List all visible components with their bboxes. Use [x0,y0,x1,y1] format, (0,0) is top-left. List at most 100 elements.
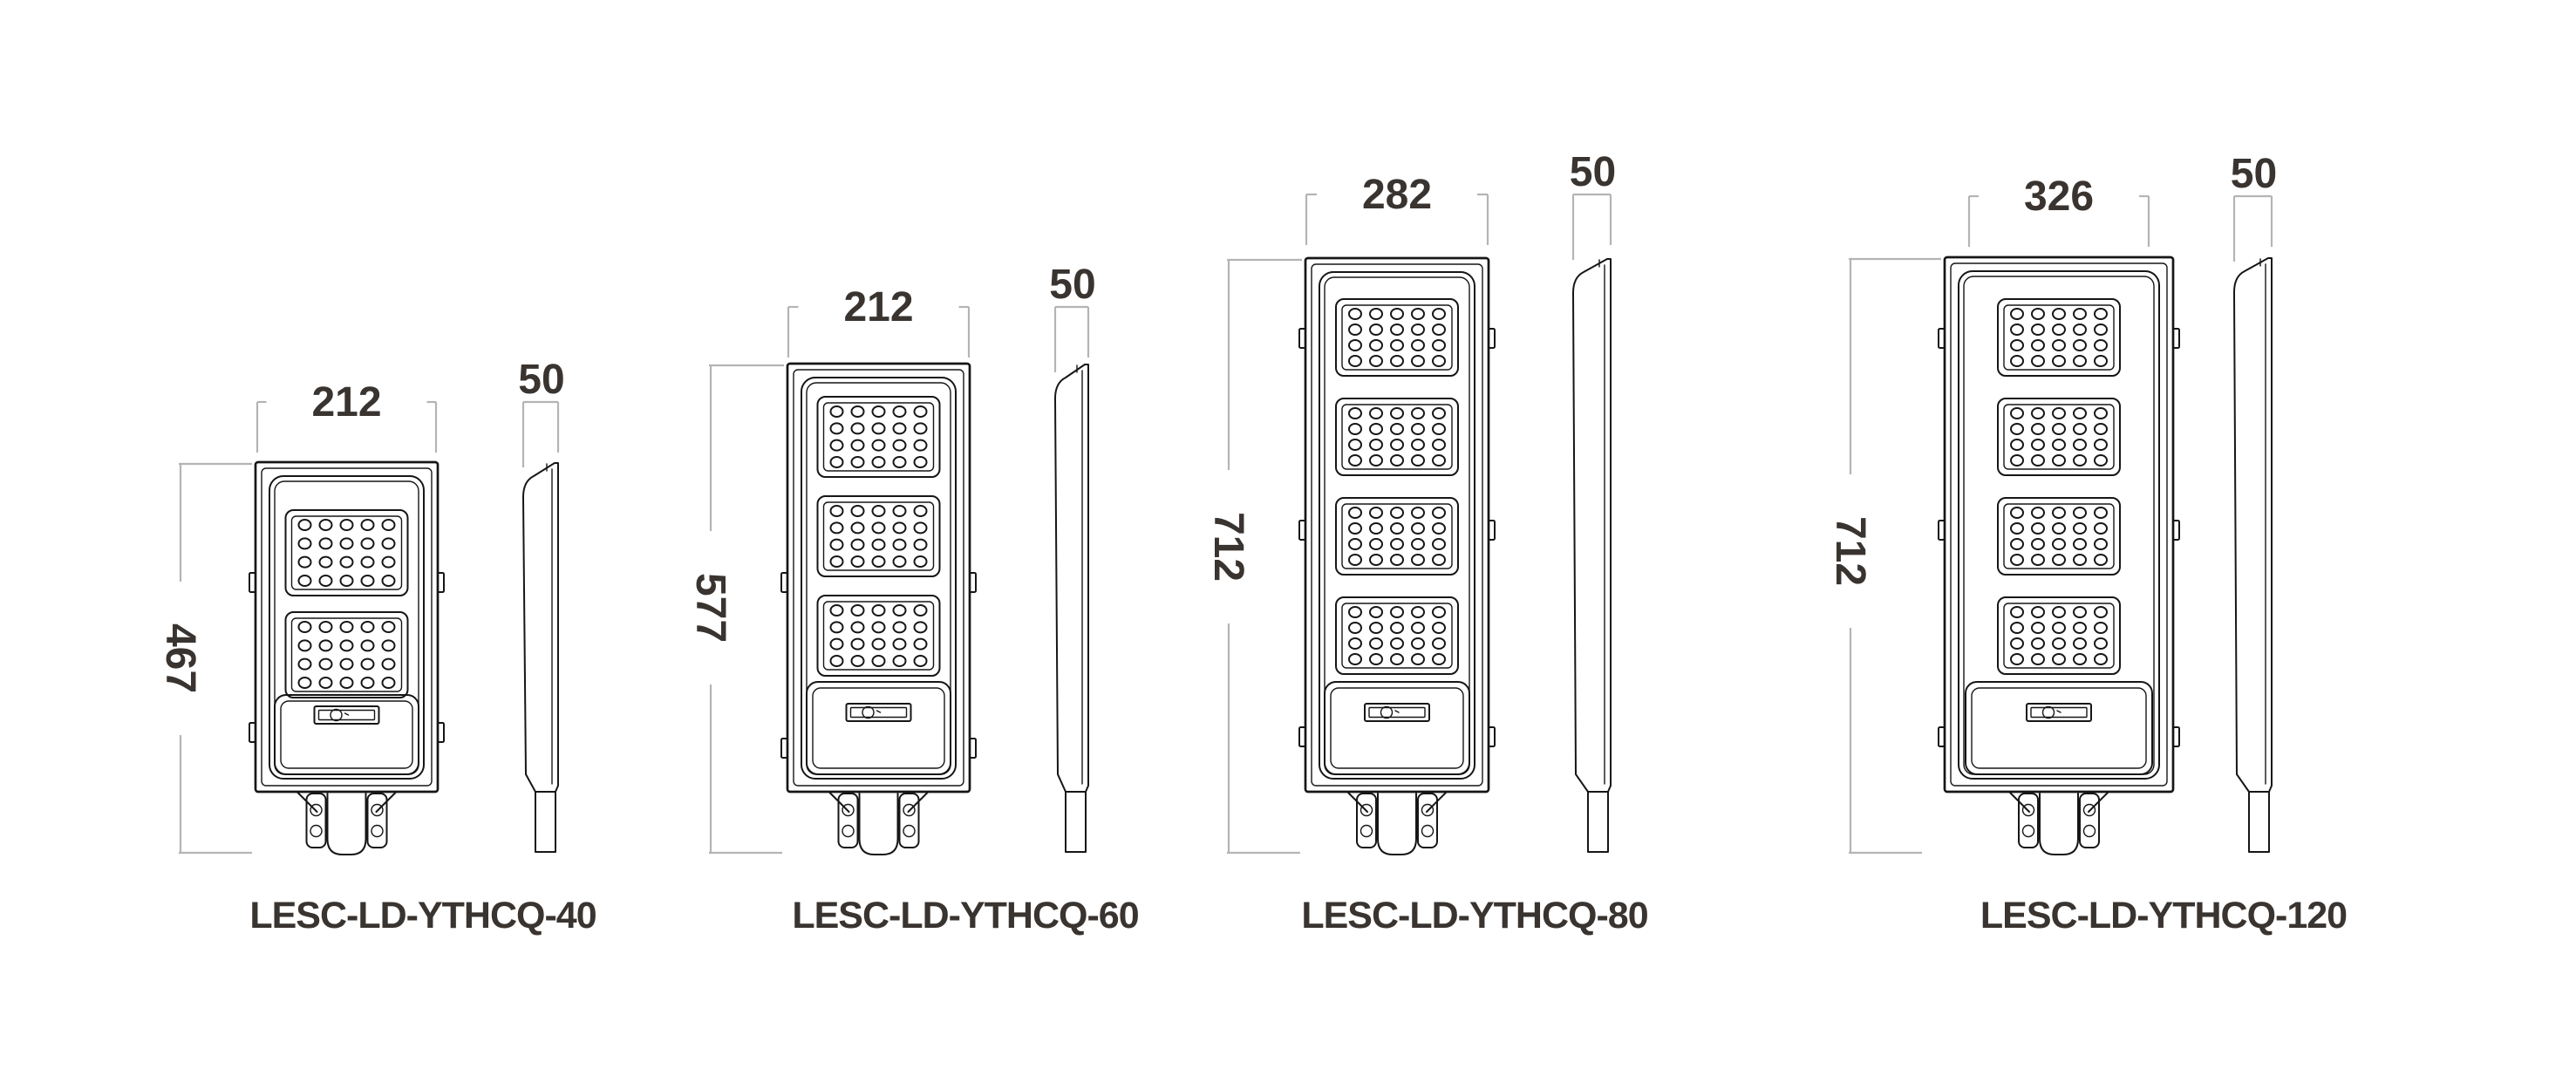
led-dot [2010,339,2024,351]
led-dot [1432,439,1446,451]
sensor-slot-outline [845,703,912,722]
led-panel-4 [1335,596,1459,675]
face-panel [1319,271,1475,780]
led-dot [1348,339,1362,351]
led-dot [1369,439,1383,451]
led-dot [1348,538,1362,550]
led-dot [1369,538,1383,550]
led-dot [2073,538,2087,550]
led-dot [850,456,865,468]
depth-dimension-label: 50 [1570,149,1616,195]
sensor-mark [1394,710,1400,713]
led-dot [1390,538,1404,550]
led-dot [339,555,354,569]
sensor-slot [845,703,912,722]
side-view [1572,258,1612,853]
led-dot [1390,339,1404,351]
sensor-mark [2056,710,2061,713]
led-dot [1390,522,1404,535]
side-clip [1298,520,1306,541]
housing-inner-line [793,369,964,787]
led-dot [2010,606,2024,618]
side-profile [1054,364,1089,793]
led-dot [2073,355,2087,367]
led-dot [2052,606,2066,618]
led-panel-frame [816,396,941,478]
led-dot [2031,637,2045,650]
led-dot [871,538,886,551]
front-view [1938,255,2180,794]
led-dot [339,537,354,550]
front-view [1298,256,1496,794]
compartment-outline [274,694,419,775]
side-clip [2172,328,2180,349]
led-dot [381,537,396,550]
led-dot [913,637,928,650]
led-panel-frame [1335,596,1459,675]
led-dot [1390,407,1404,419]
pole-mount-arm [1587,791,1609,853]
led-dot [871,521,886,535]
width-dimension: 282 [1305,172,1489,245]
led-panel-1 [1997,298,2121,377]
led-dot [2094,653,2108,665]
led-dot [2094,522,2108,535]
compartment-outline [1965,681,2153,775]
led-dot [1411,554,1425,566]
led-dot [829,439,844,452]
led-dot [1348,407,1362,419]
led-dot [829,604,844,616]
sensor-slot-inner [849,706,908,719]
led-panel-frame-inner [2003,304,2115,371]
led-dot [2052,308,2066,320]
led-dot [1432,653,1446,665]
side-profile [1572,258,1612,793]
led-dot [2052,653,2066,665]
led-dot [2010,538,2024,550]
compartment-outline [1324,681,1470,775]
led-dot [2094,423,2108,435]
bolt-hole [1421,803,1435,817]
led-dot [297,677,312,689]
led-dot [339,639,354,652]
face-panel [269,475,425,780]
side-clip [249,572,256,593]
led-dot [871,637,886,650]
led-dot [1390,606,1404,618]
compartment-inner [280,700,413,769]
led-dot [2052,324,2066,336]
led-dot [2052,538,2066,550]
side-clip [969,738,977,759]
led-dot [2094,355,2108,367]
led-dot [1348,308,1362,320]
compartment-inner [812,687,945,769]
mounting-bracket [296,792,397,855]
led-dot [2010,653,2024,665]
led-dot [339,519,354,531]
led-dot [2010,522,2024,535]
led-dot [850,604,865,616]
led-dot [2073,339,2087,351]
led-dot [892,655,907,667]
side-clip [780,572,788,593]
led-dot [2052,355,2066,367]
led-dot [2073,324,2087,336]
bolt-hole [2021,824,2035,838]
led-dot [829,521,844,535]
led-dot [2094,507,2108,519]
bolt-hole [842,824,855,838]
led-dot [318,621,333,633]
sensor-knob [1380,705,1394,719]
led-dot [2094,439,2108,451]
led-dot [2094,622,2108,634]
led-dot [829,505,844,517]
led-dot [1369,355,1383,367]
led-dot [360,555,375,569]
led-dot [913,655,928,667]
side-clip [1938,520,1946,541]
led-dot [1411,339,1425,351]
compartment-inner [1330,687,1464,769]
led-dot [1432,324,1446,336]
width-dimension: 212 [256,379,438,453]
led-panel-2 [1997,398,2121,476]
